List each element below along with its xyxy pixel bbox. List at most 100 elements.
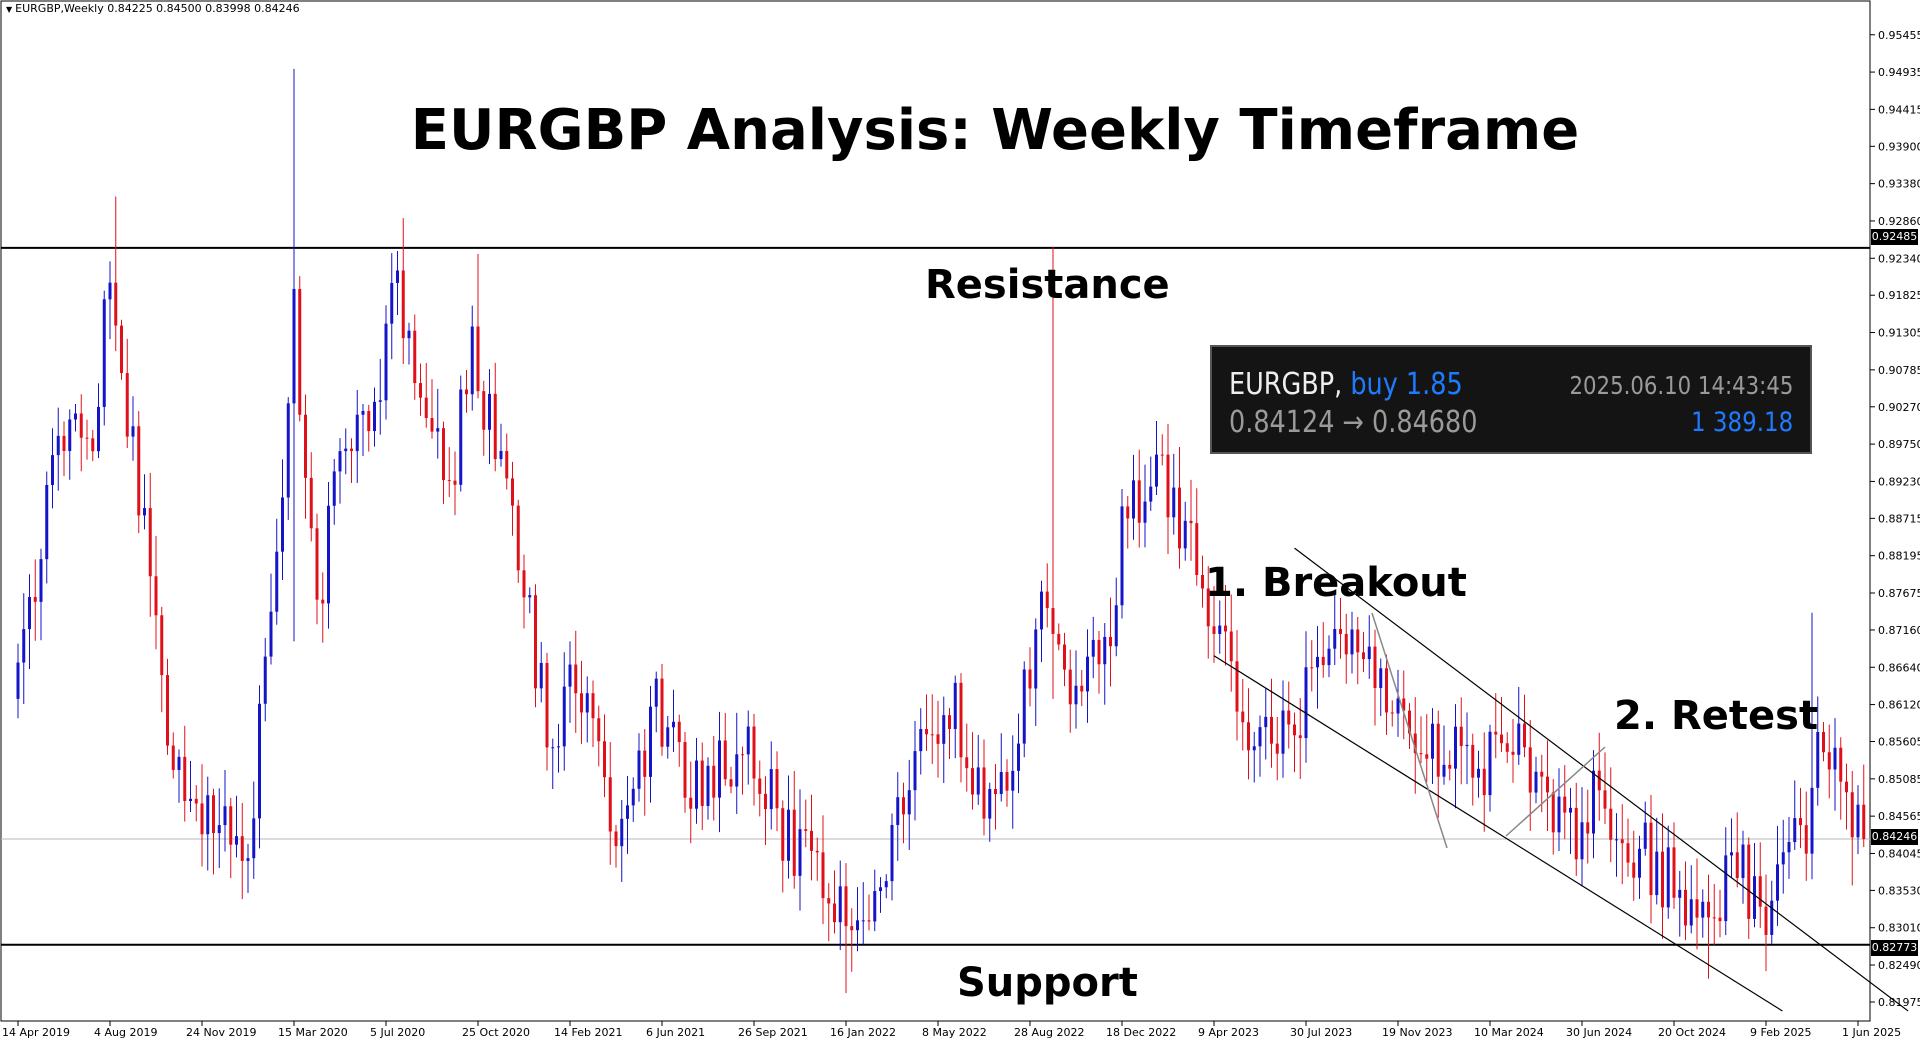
- candle: [1166, 423, 1170, 555]
- candle-body: [815, 850, 819, 853]
- candle-body: [332, 471, 336, 506]
- candle-body: [419, 383, 422, 398]
- support-price-tag: 0.82773: [1871, 940, 1918, 956]
- candle: [913, 720, 917, 821]
- x-tick-label: 1 Jun 2025: [1842, 1026, 1901, 1038]
- candle-body: [735, 754, 739, 787]
- candle: [1500, 696, 1503, 752]
- candle: [1218, 600, 1222, 654]
- candle: [131, 396, 135, 461]
- trade-prices: 0.84124 → 0.84680: [1229, 405, 1478, 440]
- y-tick-label: 0.93900: [1878, 140, 1920, 153]
- candle: [1448, 750, 1452, 781]
- candle-body: [1454, 726, 1457, 769]
- candle-body: [1120, 506, 1124, 606]
- x-axis: 14 Apr 2019 4 Aug 2019 24 Nov 2019 15 Mar 2…: [2, 1021, 1901, 1038]
- channel-upper-line[interactable]: [1294, 547, 1909, 1012]
- candle-body: [217, 825, 221, 834]
- candle: [620, 799, 624, 882]
- candle: [1017, 713, 1020, 794]
- candle-body: [1172, 487, 1176, 518]
- candle: [758, 760, 762, 817]
- candle-body: [298, 288, 302, 415]
- candle: [1390, 700, 1394, 727]
- candle: [1011, 735, 1015, 829]
- candle: [1724, 827, 1728, 936]
- candle-body: [396, 270, 399, 283]
- candle-body: [1235, 661, 1239, 712]
- candle-body: [798, 829, 802, 876]
- candle: [1684, 861, 1687, 941]
- y-tick-label: 0.88195: [1878, 550, 1920, 563]
- candle: [1229, 594, 1233, 692]
- candle-body: [660, 678, 664, 747]
- candle-body: [603, 741, 606, 778]
- candle: [361, 403, 365, 457]
- candle: [160, 606, 164, 713]
- candle-body: [407, 330, 411, 339]
- y-tick-label: 0.86640: [1878, 661, 1920, 674]
- candle: [137, 411, 141, 534]
- candle-body: [551, 747, 555, 749]
- candle-body: [114, 282, 118, 326]
- candle-body: [33, 597, 37, 602]
- candle-body: [1528, 747, 1532, 793]
- candle: [511, 461, 514, 536]
- candle-body: [976, 767, 980, 795]
- x-tick-label: 30 Jul 2023: [1290, 1026, 1352, 1038]
- candle-body: [1344, 633, 1348, 655]
- candle-body: [1563, 796, 1567, 813]
- breakout-label: 1. Breakout: [1205, 560, 1467, 606]
- candle-body: [718, 740, 721, 798]
- candle-body: [1287, 710, 1291, 725]
- candle: [1419, 716, 1423, 764]
- candle: [442, 421, 445, 504]
- candle-body: [982, 767, 986, 819]
- candle: [838, 860, 842, 951]
- candle: [263, 637, 267, 722]
- candle: [1028, 647, 1032, 707]
- candle: [551, 738, 555, 789]
- candle-body: [453, 480, 457, 485]
- candle: [574, 630, 578, 733]
- candle: [1172, 453, 1176, 535]
- candle: [1160, 434, 1164, 466]
- dropdown-triangle-icon[interactable]: ▼: [6, 5, 13, 14]
- candle: [1178, 447, 1181, 569]
- candle: [465, 370, 468, 413]
- candle: [1592, 750, 1595, 859]
- candle-body: [1011, 770, 1015, 791]
- candle-body: [482, 391, 486, 430]
- candle: [16, 643, 20, 719]
- candle: [1511, 718, 1515, 783]
- candle: [1356, 616, 1360, 685]
- candle-body: [1603, 790, 1607, 809]
- candle-body: [1281, 710, 1285, 754]
- trade-info-box[interactable]: EURGBP, buy 1.85 2025.06.10 14:43:45 0.8…: [1210, 345, 1812, 454]
- candle-body: [1040, 591, 1043, 630]
- channel-lower-line[interactable]: [1213, 655, 1783, 1012]
- candle-body: [752, 726, 756, 779]
- candle-body: [1724, 855, 1728, 922]
- candle: [1764, 874, 1768, 972]
- candle: [1523, 694, 1526, 758]
- candle-body: [1367, 646, 1371, 660]
- candle: [792, 771, 796, 889]
- breakout-pointer-line[interactable]: [1371, 612, 1448, 849]
- candle: [1632, 830, 1636, 901]
- candle: [781, 800, 785, 893]
- resistance-price-tag: 0.92485: [1871, 229, 1918, 245]
- candle-body: [1500, 734, 1503, 744]
- candle: [1540, 754, 1544, 813]
- candle: [953, 675, 957, 759]
- candle-body: [1482, 768, 1486, 796]
- candle-body: [534, 595, 537, 689]
- candle-body: [884, 881, 888, 888]
- candle: [528, 587, 532, 614]
- retest-pointer-line[interactable]: [1505, 746, 1606, 837]
- candle-body: [309, 477, 313, 529]
- candle: [212, 788, 215, 875]
- candle-body: [1413, 733, 1417, 754]
- candle: [194, 785, 198, 822]
- candle: [1126, 496, 1130, 549]
